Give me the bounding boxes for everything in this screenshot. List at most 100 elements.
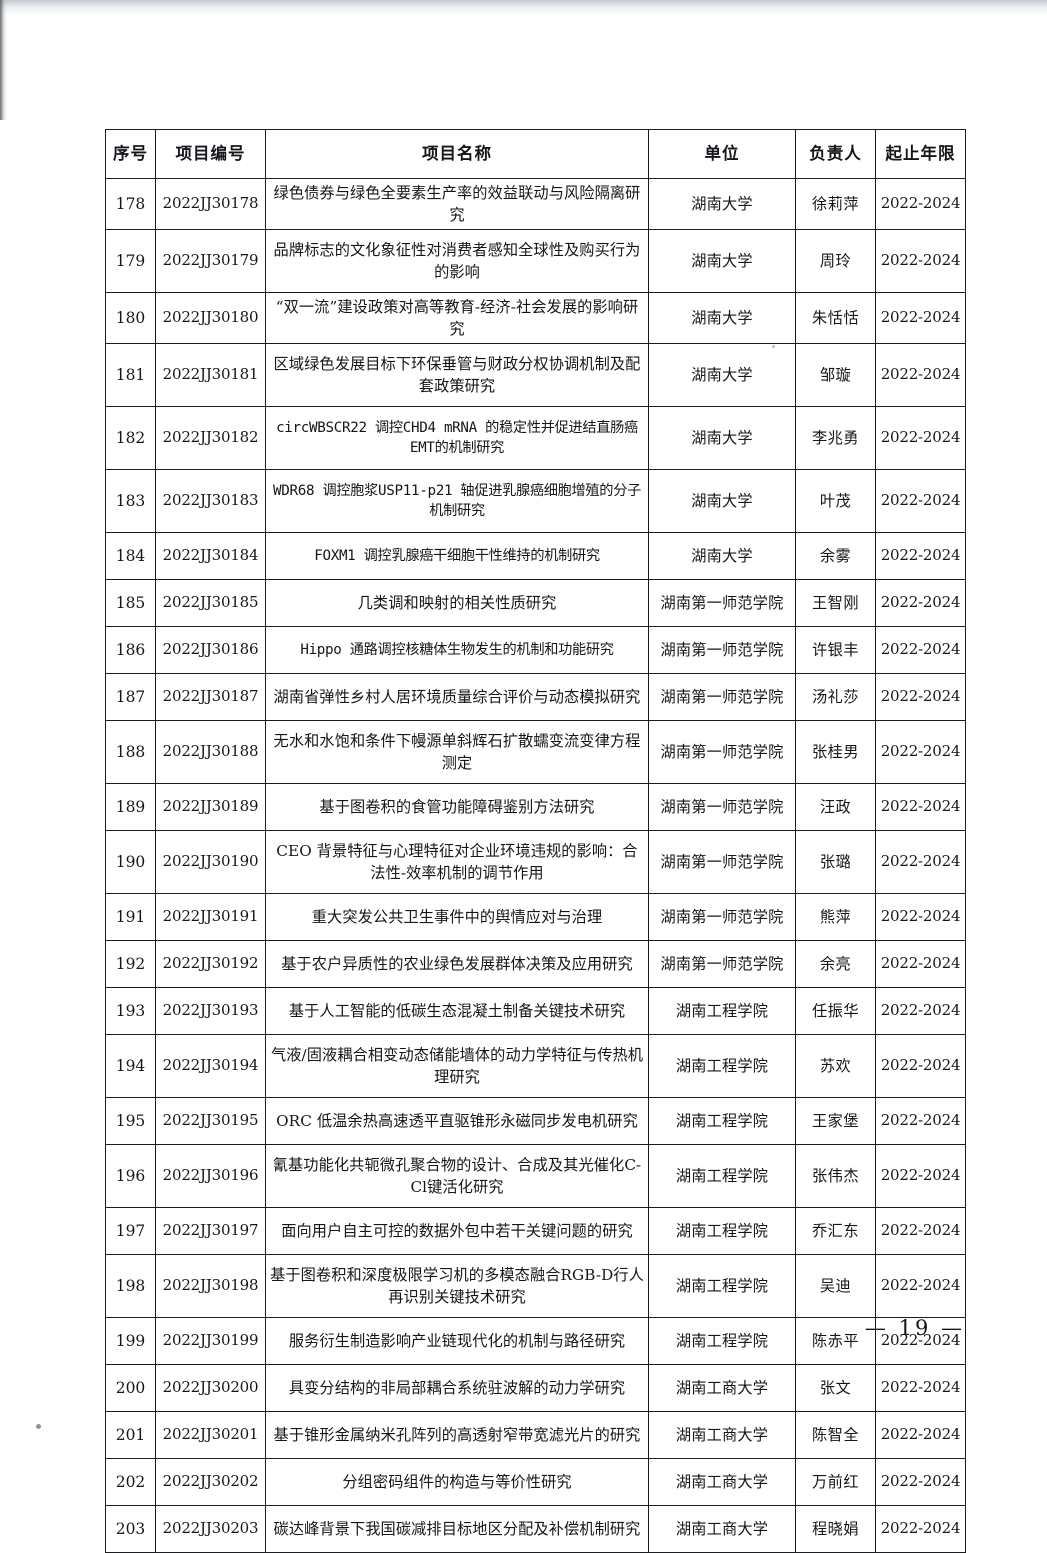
cell-project-title: 几类调和映射的相关性质研究: [265, 579, 649, 628]
cell-term: 2022-2024: [875, 343, 966, 408]
cell-term: 2022-2024: [875, 1505, 966, 1553]
cell-seq: 181: [105, 343, 156, 408]
scan-speck: [36, 1424, 41, 1429]
cell-project-code: 2022JJ30199: [155, 1317, 266, 1366]
cell-project-title: 气液/固液耦合相变动态储能墙体的动力学特征与传热机理研究: [265, 1034, 649, 1099]
cell-term: 2022-2024: [875, 229, 966, 294]
cell-principal-investigator: 乔汇东: [795, 1207, 876, 1256]
cell-seq: 185: [105, 579, 156, 628]
cell-term: 2022-2024: [875, 406, 966, 471]
cell-unit: 湖南大学: [648, 469, 796, 534]
table-row: 193 2022JJ30193 基于人工智能的低碳生态混凝土制备关键技术研究 湖南工程…: [105, 987, 966, 1036]
cell-seq: 186: [105, 626, 156, 675]
cell-seq: 196: [105, 1144, 156, 1209]
cell-project-title: 区域绿色发展目标下环保垂管与财政分权协调机制及配套政策研究: [265, 343, 649, 408]
table-row: 181 2022JJ30181 区域绿色发展目标下环保垂管与财政分权协调机制及配套政…: [105, 343, 966, 408]
cell-principal-investigator: 朱恬恬: [795, 292, 876, 345]
cell-seq: 191: [105, 893, 156, 942]
cell-project-code: 2022JJ30180: [155, 292, 266, 345]
table-body: 178 2022JJ30178 绿色债券与绿色全要素生产率的效益联动与风险隔离研究湖…: [105, 177, 966, 1553]
cell-term: 2022-2024: [875, 1034, 966, 1099]
table-header-row: 序号 项目编号 项目名称 单位 负责人 起止年限: [105, 129, 966, 179]
cell-unit: 湖南第一师范学院: [648, 783, 796, 832]
column-header-code: 项目编号: [155, 129, 266, 179]
cell-project-code: 2022JJ30179: [155, 229, 266, 294]
cell-unit: 湖南大学: [648, 292, 796, 345]
cell-unit: 湖南第一师范学院: [648, 893, 796, 942]
cell-seq: 178: [105, 177, 156, 231]
table-row: 194 2022JJ30194 气液/固液耦合相变动态储能墙体的动力学特征与传热机理…: [105, 1034, 966, 1099]
cell-seq: 194: [105, 1034, 156, 1099]
cell-project-title: 服务衍生制造影响产业链现代化的机制与路径研究: [265, 1317, 649, 1366]
table-row: 178 2022JJ30178 绿色债券与绿色全要素生产率的效益联动与风险隔离研究湖…: [105, 177, 966, 231]
cell-principal-investigator: 程晓娟: [795, 1505, 876, 1553]
cell-term: 2022-2024: [875, 893, 966, 942]
cell-project-code: 2022JJ30190: [155, 830, 266, 895]
cell-seq: 198: [105, 1254, 156, 1319]
cell-term: 2022-2024: [875, 177, 966, 231]
cell-project-title: Hippo 通路调控核糖体生物发生的机制和功能研究: [265, 626, 649, 675]
cell-project-title: 绿色债券与绿色全要素生产率的效益联动与风险隔离研究: [265, 177, 649, 231]
cell-principal-investigator: 汤礼莎: [795, 673, 876, 722]
cell-unit: 湖南大学: [648, 229, 796, 294]
table-row: 192 2022JJ30192 基于农户异质性的农业绿色发展群体决策及应用研究 湖南第…: [105, 940, 966, 989]
cell-unit: 湖南大学: [648, 406, 796, 471]
cell-seq: 201: [105, 1411, 156, 1460]
cell-term: 2022-2024: [875, 1364, 966, 1413]
cell-term: 2022-2024: [875, 292, 966, 345]
cell-principal-investigator: 邹璇: [795, 343, 876, 408]
table-row: 183 2022JJ30183 WDR68 调控胞浆USP11-p21 轴促进乳腺癌…: [105, 469, 966, 534]
cell-principal-investigator: 余雾: [795, 532, 876, 581]
cell-term: 2022-2024: [875, 1254, 966, 1319]
cell-project-code: 2022JJ30178: [155, 177, 266, 231]
cell-term: 2022-2024: [875, 1411, 966, 1460]
column-header-unit: 单位: [648, 129, 796, 179]
cell-project-code: 2022JJ30200: [155, 1364, 266, 1413]
cell-project-code: 2022JJ30202: [155, 1458, 266, 1507]
cell-project-title: 基于图卷积和深度极限学习机的多模态融合RGB-D行人再识别关键技术研究: [265, 1254, 649, 1319]
cell-term: 2022-2024: [875, 1317, 966, 1366]
cell-principal-investigator: 张璐: [795, 830, 876, 895]
column-header-pi: 负责人: [795, 129, 876, 179]
cell-project-title: 氰基功能化共轭微孔聚合物的设计、合成及其光催化C-Cl键活化研究: [265, 1144, 649, 1209]
cell-term: 2022-2024: [875, 830, 966, 895]
cell-unit: 湖南第一师范学院: [648, 626, 796, 675]
table-row: 199 2022JJ30199 服务衍生制造影响产业链现代化的机制与路径研究 湖南工程…: [105, 1317, 966, 1366]
column-header-seq: 序号: [105, 129, 156, 179]
table-row: 195 2022JJ30195 ORC 低温余热高速透平直驱锥形永磁同步发电机研究湖…: [105, 1097, 966, 1146]
cell-unit: 湖南工商大学: [648, 1364, 796, 1413]
cell-seq: 189: [105, 783, 156, 832]
scan-top-smudge: [0, 0, 1047, 16]
cell-unit: 湖南工程学院: [648, 1317, 796, 1366]
cell-principal-investigator: 王智刚: [795, 579, 876, 628]
cell-project-code: 2022JJ30182: [155, 406, 266, 471]
cell-term: 2022-2024: [875, 579, 966, 628]
cell-project-title: 基于农户异质性的农业绿色发展群体决策及应用研究: [265, 940, 649, 989]
cell-project-code: 2022JJ30197: [155, 1207, 266, 1256]
column-header-term: 起止年限: [875, 129, 966, 179]
cell-project-title: “双一流”建设政策对高等教育-经济-社会发展的影响研究: [265, 292, 649, 345]
cell-project-title: 分组密码组件的构造与等价性研究: [265, 1458, 649, 1507]
cell-term: 2022-2024: [875, 720, 966, 785]
cell-unit: 湖南大学: [648, 177, 796, 231]
cell-unit: 湖南工程学院: [648, 1097, 796, 1146]
cell-project-code: 2022JJ30203: [155, 1505, 266, 1553]
cell-term: 2022-2024: [875, 1144, 966, 1209]
cell-principal-investigator: 熊萍: [795, 893, 876, 942]
table-row: 202 2022JJ30202 分组密码组件的构造与等价性研究 湖南工商大学 万前红 20…: [105, 1458, 966, 1507]
cell-unit: 湖南大学: [648, 343, 796, 408]
cell-seq: 197: [105, 1207, 156, 1256]
cell-seq: 184: [105, 532, 156, 581]
table-row: 190 2022JJ30190 CEO 背景特征与心理特征对企业环境违规的影响：合法…: [105, 830, 966, 895]
cell-seq: 179: [105, 229, 156, 294]
cell-term: 2022-2024: [875, 940, 966, 989]
cell-principal-investigator: 余亮: [795, 940, 876, 989]
cell-term: 2022-2024: [875, 987, 966, 1036]
cell-seq: 187: [105, 673, 156, 722]
cell-unit: 湖南工程学院: [648, 1254, 796, 1319]
cell-project-title: 重大突发公共卫生事件中的舆情应对与治理: [265, 893, 649, 942]
cell-project-title: 无水和水饱和条件下幔源单斜辉石扩散蠕变流变律方程测定: [265, 720, 649, 785]
cell-unit: 湖南工程学院: [648, 987, 796, 1036]
cell-term: 2022-2024: [875, 532, 966, 581]
